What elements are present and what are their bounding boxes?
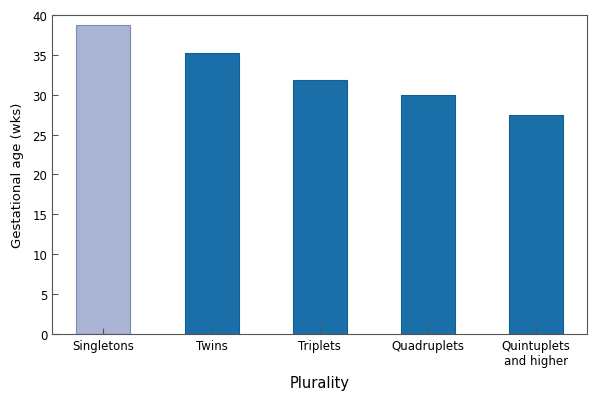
X-axis label: Plurality: Plurality (289, 375, 350, 390)
Y-axis label: Gestational age (wks): Gestational age (wks) (11, 103, 24, 247)
Bar (185, 54, 239, 334)
Bar (401, 95, 454, 334)
Bar (292, 81, 346, 334)
Bar (508, 116, 563, 334)
Bar (77, 26, 130, 334)
